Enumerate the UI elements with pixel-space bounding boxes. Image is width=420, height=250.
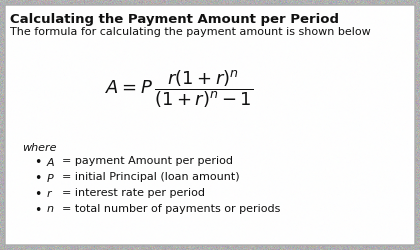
- Text: $P$: $P$: [46, 171, 55, 183]
- Text: •: •: [34, 156, 42, 168]
- Text: = initial Principal (loan amount): = initial Principal (loan amount): [62, 171, 240, 181]
- Text: •: •: [34, 203, 42, 216]
- Text: = interest rate per period: = interest rate per period: [62, 187, 205, 197]
- Text: $A = P\,\dfrac{r(1+r)^{n}}{(1+r)^{n}-1}$: $A = P\,\dfrac{r(1+r)^{n}}{(1+r)^{n}-1}$: [105, 68, 253, 109]
- Text: where: where: [22, 142, 57, 152]
- Text: $A$: $A$: [46, 156, 55, 167]
- Text: = total number of payments or periods: = total number of payments or periods: [62, 203, 281, 213]
- Text: $r$: $r$: [46, 187, 53, 198]
- Text: •: •: [34, 187, 42, 200]
- Text: $n$: $n$: [46, 203, 54, 213]
- FancyBboxPatch shape: [5, 6, 415, 245]
- Text: The formula for calculating the payment amount is shown below: The formula for calculating the payment …: [10, 27, 371, 37]
- Text: = payment Amount per period: = payment Amount per period: [62, 156, 233, 165]
- Text: •: •: [34, 171, 42, 184]
- Text: Calculating the Payment Amount per Period: Calculating the Payment Amount per Perio…: [10, 13, 339, 26]
